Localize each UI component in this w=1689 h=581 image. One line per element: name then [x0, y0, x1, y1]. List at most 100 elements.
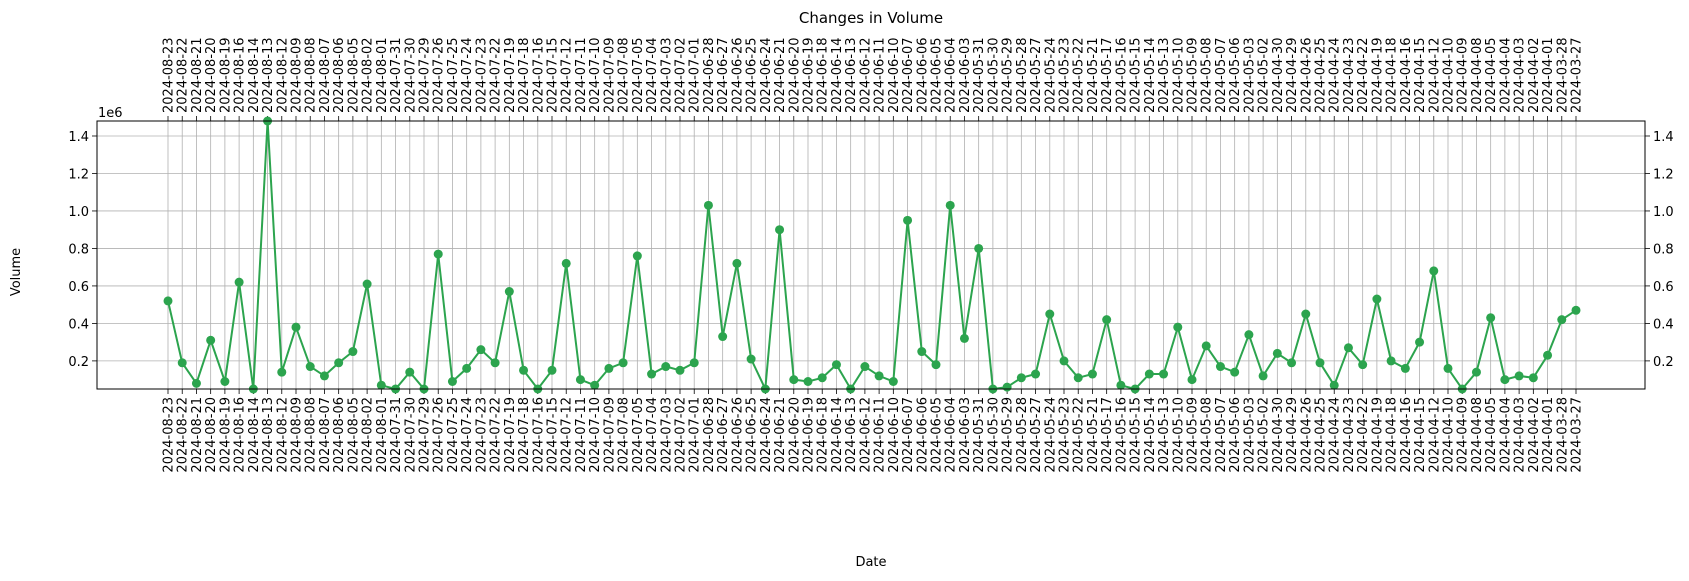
data-point — [1159, 369, 1169, 379]
x-tick-label-top: 2024-05-13 — [1157, 37, 1172, 113]
x-tick-label-top: 2024-08-19 — [218, 37, 233, 113]
x-tick-label-top: 2024-08-09 — [290, 37, 305, 113]
x-tick-label-top: 2024-07-18 — [517, 37, 532, 113]
x-tick-label-top: 2024-04-10 — [1442, 37, 1457, 113]
x-tick-label-top: 2024-04-29 — [1285, 37, 1300, 113]
x-tick-label-top: 2024-06-04 — [944, 37, 959, 113]
x-tick-label-bottom: 2024-05-27 — [1029, 397, 1044, 473]
data-point — [789, 375, 799, 385]
x-tick-label-top: 2024-07-12 — [560, 37, 575, 113]
x-tick-label-top: 2024-08-13 — [261, 37, 276, 113]
x-tick-label-bottom: 2024-06-05 — [930, 397, 945, 473]
data-point — [1343, 343, 1353, 353]
x-tick-label-top: 2024-05-23 — [1058, 37, 1073, 113]
data-point — [1045, 309, 1055, 319]
x-tick-label-bottom: 2024-07-26 — [432, 397, 447, 473]
x-tick-label-bottom: 2024-05-02 — [1257, 397, 1272, 473]
x-tick-label-bottom: 2024-04-03 — [1513, 397, 1528, 473]
x-tick-label-top: 2024-07-11 — [574, 37, 589, 113]
x-tick-label-bottom: 2024-05-07 — [1214, 397, 1229, 473]
data-point — [305, 362, 315, 372]
x-tick-label-top: 2024-05-07 — [1214, 37, 1229, 113]
x-tick-label-top: 2024-05-22 — [1072, 37, 1087, 113]
data-point — [490, 358, 500, 368]
x-tick-label-bottom: 2024-04-12 — [1427, 397, 1442, 473]
x-tick-label-bottom: 2024-08-02 — [361, 397, 376, 473]
x-tick-label-bottom: 2024-08-07 — [318, 397, 333, 473]
x-tick-label-bottom: 2024-06-13 — [844, 397, 859, 473]
data-point — [1087, 369, 1097, 379]
data-point — [1287, 358, 1297, 368]
data-point — [405, 367, 415, 377]
x-tick-label-top: 2024-05-24 — [1043, 37, 1058, 113]
x-tick-label-bottom: 2024-07-02 — [674, 397, 689, 473]
x-tick-label-top: 2024-05-17 — [1100, 37, 1115, 113]
x-tick-label-bottom: 2024-07-05 — [631, 397, 646, 473]
x-tick-label-top: 2024-05-14 — [1143, 37, 1158, 113]
x-tick-label-top: 2024-05-06 — [1228, 37, 1243, 113]
x-tick-label-bottom: 2024-06-18 — [816, 397, 831, 473]
x-tick-label-bottom: 2024-07-24 — [460, 397, 475, 473]
plot-frame — [96, 120, 1646, 390]
x-tick-label-top: 2024-08-14 — [247, 37, 262, 113]
data-point — [163, 296, 173, 306]
data-point — [746, 354, 756, 364]
x-tick-label-bottom: 2024-04-22 — [1356, 397, 1371, 473]
x-tick-label-top: 2024-07-01 — [688, 37, 703, 113]
x-tick-label-bottom: 2024-05-08 — [1200, 397, 1215, 473]
y-tick-label-left: 1.0 — [68, 205, 89, 220]
x-tick-label-bottom: 2024-08-09 — [290, 397, 305, 473]
data-point — [888, 377, 898, 387]
y-tick-label-left: 0.6 — [68, 280, 89, 295]
x-tick-label-top: 2024-07-15 — [546, 37, 561, 113]
data-point — [945, 200, 955, 210]
x-tick-label-bottom: 2024-08-21 — [190, 397, 205, 473]
x-tick-label-top: 2024-08-21 — [190, 37, 205, 113]
x-tick-label-bottom: 2024-07-01 — [688, 397, 703, 473]
series-line — [167, 120, 1577, 393]
x-tick-label-top: 2024-07-30 — [403, 37, 418, 113]
data-point — [974, 243, 984, 253]
x-tick-label-bottom: 2024-07-12 — [560, 397, 575, 473]
x-tick-label-bottom: 2024-06-12 — [858, 397, 873, 473]
y-tick-label-left: 1.4 — [68, 130, 89, 145]
x-tick-label-top: 2024-08-08 — [304, 37, 319, 113]
data-point — [959, 333, 969, 343]
x-tick-label-bottom: 2024-07-31 — [389, 397, 404, 473]
x-tick-label-top: 2024-08-07 — [318, 37, 333, 113]
x-tick-label-top: 2024-05-21 — [1086, 37, 1101, 113]
data-point — [1500, 375, 1510, 385]
data-point — [1272, 348, 1282, 358]
data-point — [206, 335, 216, 345]
x-tick-label-bottom: 2024-04-26 — [1299, 397, 1314, 473]
data-point — [1372, 294, 1382, 304]
data-point — [1187, 375, 1197, 385]
x-tick-label-bottom: 2024-03-27 — [1570, 397, 1585, 473]
data-point — [462, 363, 472, 373]
x-tick-label-top: 2024-06-11 — [873, 37, 888, 113]
x-tick-label-bottom: 2024-05-15 — [1129, 397, 1144, 473]
x-tick-label-top: 2024-04-15 — [1413, 37, 1428, 113]
y-tick-label-right: 0.8 — [1653, 242, 1674, 257]
x-tick-label-top: 2024-07-29 — [418, 37, 433, 113]
data-point — [519, 365, 529, 375]
x-tick-label-top: 2024-06-14 — [830, 37, 845, 113]
y-offset-label: 1e6 — [98, 106, 123, 121]
x-tick-label-top: 2024-07-08 — [617, 37, 632, 113]
x-tick-label-bottom: 2024-06-04 — [944, 397, 959, 473]
x-tick-label-top: 2024-06-07 — [901, 37, 916, 113]
data-point — [1315, 358, 1325, 368]
data-point — [561, 258, 571, 268]
data-point — [1059, 356, 1069, 366]
x-tick-label-bottom: 2024-06-28 — [702, 397, 717, 473]
x-tick-label-top: 2024-06-26 — [730, 37, 745, 113]
data-point — [1144, 369, 1154, 379]
data-point — [618, 358, 628, 368]
data-point — [632, 251, 642, 261]
data-point — [803, 377, 813, 387]
y-axis-label: Volume — [9, 248, 24, 296]
x-tick-label-bottom: 2024-07-09 — [602, 397, 617, 473]
x-tick-label-top: 2024-03-28 — [1555, 37, 1570, 113]
x-tick-label-top: 2024-08-12 — [275, 37, 290, 113]
